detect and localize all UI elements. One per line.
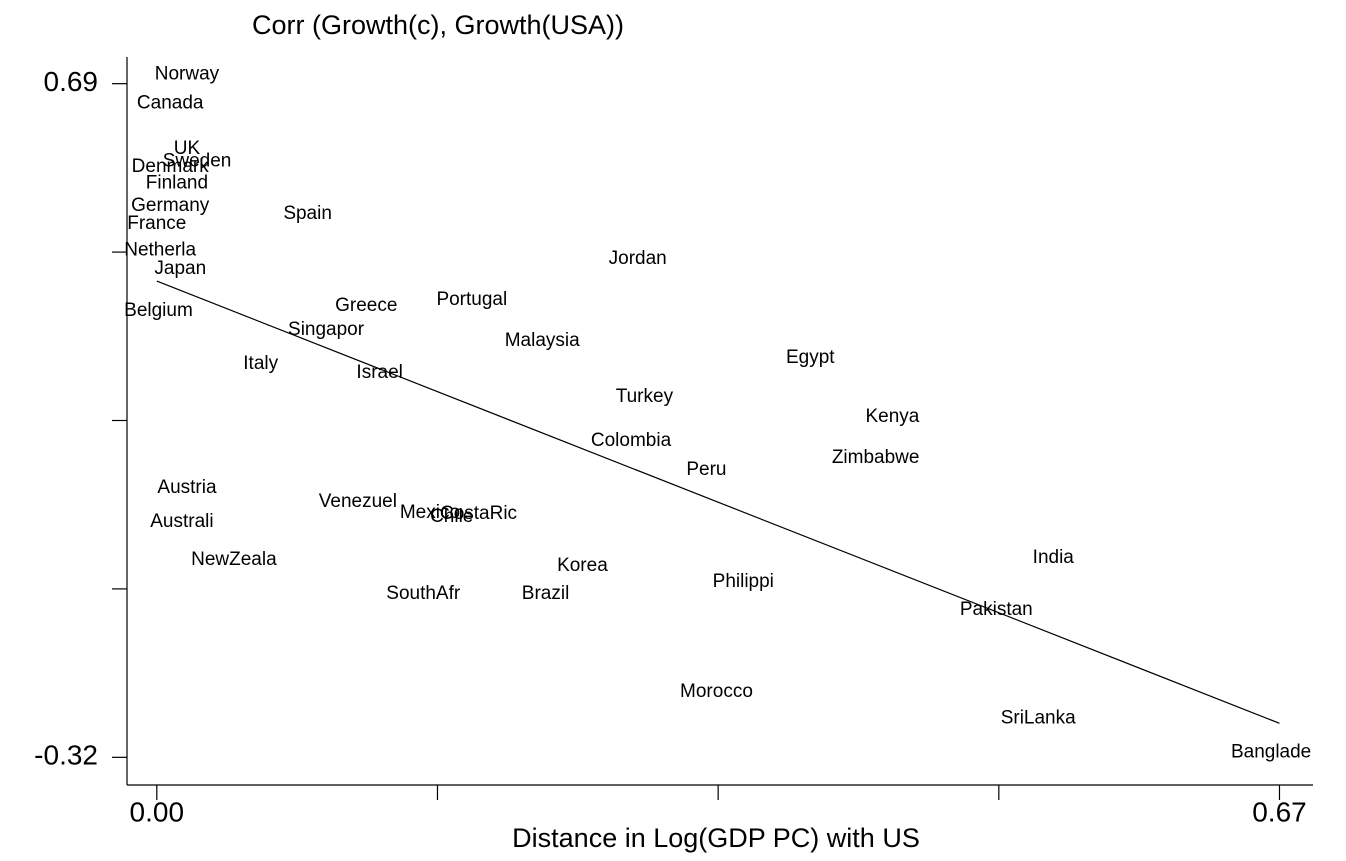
point-label: Finland [146,173,208,194]
x-tick-label: 0.00 [130,796,185,827]
point-label: Pakistan [960,599,1033,620]
point-label: Germany [131,195,210,216]
point-label: Japan [154,258,206,279]
point-label: Singapor [288,319,365,340]
point-label: NewZeala [191,549,277,570]
point-label: Zimbabwe [832,447,920,468]
point-label: Portugal [436,289,507,310]
point-label: Turkey [616,386,674,407]
point-label: Brazil [522,583,570,604]
point-label: Canada [137,93,204,114]
point-label: Korea [557,555,608,576]
point-label: Venezuel [319,491,397,512]
point-label: Spain [283,203,332,224]
point-label: SouthAfr [386,583,461,604]
point-label: Belgium [124,300,193,321]
point-label: Colombia [591,430,672,451]
point-label: Sweden [163,151,232,172]
y-tick-label: -0.32 [34,740,98,771]
x-axis-label: Distance in Log(GDP PC) with US [512,823,920,853]
point-label: Mexico [400,502,460,523]
point-label: Kenya [865,406,919,427]
chart-title: Corr (Growth(c), Growth(USA)) [252,10,624,40]
point-label: Israel [356,362,402,383]
point-label: Morocco [680,681,753,702]
point-label: Banglade [1231,742,1311,763]
point-label: Norway [155,63,220,84]
point-label: India [1033,547,1075,568]
x-tick-label: 0.67 [1252,796,1307,827]
fit-line [156,280,1280,724]
point-label: Jordan [609,248,667,269]
point-label: Peru [686,459,726,480]
point-label: UK [174,138,201,159]
point-label: Egypt [786,347,835,368]
point-label: Australi [150,511,213,532]
point-label: Netherla [124,239,196,260]
y-tick-label: 0.69 [44,66,99,97]
point-label: Philippi [713,571,774,592]
point-label: Austria [157,477,217,498]
point-label: Greece [335,295,397,316]
point-label: SriLanka [1001,708,1076,729]
point-label: Italy [243,353,278,374]
point-label: Denmark [132,156,210,177]
point-label: France [127,213,186,234]
point-label: CostaRic [440,503,517,524]
point-label: Malaysia [505,330,580,351]
point-label: Chile [430,506,473,527]
